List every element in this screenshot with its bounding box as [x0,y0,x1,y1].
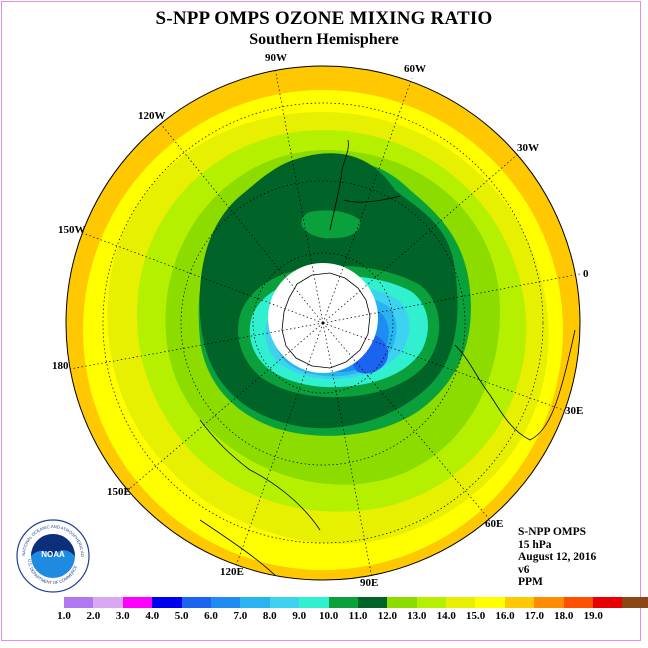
color-legend [64,597,648,608]
meridian-150w [79,231,324,324]
figure-frame [1,1,641,641]
map-title: S-NPP OMPS OZONE MIXING RATIO [155,8,493,29]
product-info: S-NPP OMPS 15 hPa August 12, 2016 v6 PPM [518,526,596,589]
legend-swatch [504,597,535,608]
legend-swatch [240,597,270,608]
legend-swatch [593,597,623,608]
legend-swatch [446,597,476,608]
legend-swatch [269,597,300,608]
lon-label-60w: 60W [404,63,426,75]
info-instrument: S-NPP OMPS [518,526,587,538]
lon-label-90e: 90E [360,577,379,589]
legend-tick-labels: 1.0 2.0 3.0 4.0 5.0 6.0 7.0 8.0 9.0 10.0 11.0 12.0 1… [0,610,648,624]
legend-tick-label: 9.0 [292,610,307,622]
meridian-60e [322,322,491,521]
legend-tick-label: 16.0 [495,610,515,622]
legend-tick-label: 15.0 [465,610,486,622]
legend-tick-label: 18.0 [554,610,574,622]
legend-swatch [622,597,648,608]
legend-swatch [210,597,241,608]
info-date: August 12, 2016 [518,551,597,564]
lon-label-0: 0 [583,268,589,280]
legend-tick-label: 17.0 [524,610,545,622]
meridian-30w [322,153,519,324]
australia-coastline [199,419,321,580]
legend-tick-label: 4.0 [145,610,160,622]
legend-swatch [475,597,505,608]
lon-label-30e: 30E [565,405,584,417]
lat-circle-50 [180,180,466,466]
legend-swatch [563,597,594,608]
legend-tick-label: 5.0 [174,610,189,622]
legend-swatch [416,597,447,608]
meridian-120e [235,322,324,567]
legend-tick-label: 8.0 [262,610,277,622]
legend-tick-label: 6.0 [204,610,218,622]
legend-swatch [93,597,123,608]
meridian-30e [322,322,567,412]
legend-swatch [357,597,388,608]
antarctica-coastline [281,272,371,369]
africa-coastline [454,329,576,441]
meridian-150e [127,322,324,491]
legend-tick-label: 13.0 [407,610,427,622]
info-level: 15 hPa [518,538,552,551]
legend-swatch [152,597,182,608]
legend-tick-label: 1.0 [57,610,71,622]
south-america-coastline [329,139,401,231]
legend-swatch [534,597,564,608]
legend-swatch [64,597,94,608]
legend-swatch [387,597,417,608]
map-boundary [65,65,581,581]
lon-label-90w: 90W [265,52,287,64]
legend-swatch [122,597,153,608]
legend-tick-label: 2.0 [86,610,101,622]
legend-tick-label: 11.0 [348,610,368,622]
meridian-180 [69,322,324,370]
legend-swatch [328,597,358,608]
ozone-contour-fills [66,66,580,580]
info-version: v6 [518,563,530,576]
lon-label-30w: 30W [517,142,539,154]
legend-tick-label: 10.0 [318,610,339,622]
info-units: PPM [518,576,543,589]
logo-wordmark: NOAA [41,550,65,559]
polar-data-gap [268,263,378,373]
legend-tick-label: 12.0 [377,610,398,622]
lat-circle-30 [102,102,544,544]
map-subtitle: Southern Hemisphere [249,31,399,48]
legend-swatch [181,597,211,608]
legend-tick-label: 3.0 [115,610,130,622]
legend-tick-label: 14.0 [436,610,456,622]
lon-label-120w: 120W [138,110,166,122]
south-pole-marker [321,321,325,325]
lon-label-180: 180 [52,360,69,372]
meridian-90w [274,67,324,324]
legend-tick-label: 19.0 [583,610,603,622]
lon-label-150e: 150E [107,486,131,498]
legend-tick-label: 7.0 [233,610,248,622]
lon-label-150w: 150W [58,224,86,236]
lat-circle-70 [252,252,394,394]
logo-bird-icon [31,534,75,557]
meridian-90e [322,322,373,579]
legend-swatch [299,597,329,608]
meridian-120w [159,122,324,324]
noaa-logo: NATIONAL OCEANIC AND ATMOSPHERIC ADMINIS… [16,519,90,593]
graticule [69,67,581,579]
lon-label-60e: 60E [485,518,504,530]
lon-label-120e: 120E [220,566,244,578]
meridian-60w [322,77,413,324]
